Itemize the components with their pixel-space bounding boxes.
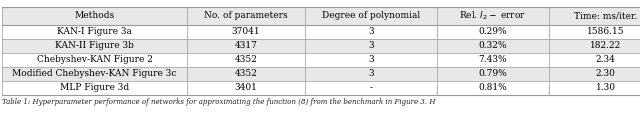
Text: 3401: 3401 — [235, 83, 257, 92]
Bar — [2, 67, 640, 81]
Text: 0.81%: 0.81% — [479, 83, 508, 92]
Bar — [2, 81, 640, 95]
Text: Methods: Methods — [74, 11, 115, 21]
Text: 3: 3 — [368, 70, 374, 79]
Text: Table 1: Hyperparameter performance of networks for approximating the function (: Table 1: Hyperparameter performance of n… — [2, 98, 435, 106]
Text: 3: 3 — [368, 55, 374, 64]
Text: 2.34: 2.34 — [596, 55, 616, 64]
Text: Degree of polynomial: Degree of polynomial — [322, 11, 420, 21]
Text: No. of parameters: No. of parameters — [204, 11, 288, 21]
Text: 4352: 4352 — [235, 70, 257, 79]
Text: 182.22: 182.22 — [590, 42, 621, 50]
Text: 4317: 4317 — [235, 42, 257, 50]
Text: KAN-I Figure 3a: KAN-I Figure 3a — [57, 27, 132, 37]
Text: 0.29%: 0.29% — [479, 27, 508, 37]
Text: MLP Figure 3d: MLP Figure 3d — [60, 83, 129, 92]
Text: Time: ms/iter.: Time: ms/iter. — [574, 11, 637, 21]
Text: -: - — [369, 83, 372, 92]
Text: 37041: 37041 — [232, 27, 260, 37]
Text: 4352: 4352 — [235, 55, 257, 64]
Text: 1.30: 1.30 — [595, 83, 616, 92]
Text: Modified Chebyshev-KAN Figure 3c: Modified Chebyshev-KAN Figure 3c — [12, 70, 177, 79]
Text: 0.32%: 0.32% — [479, 42, 508, 50]
Text: 2.30: 2.30 — [596, 70, 616, 79]
Bar — [2, 25, 640, 39]
Text: 3: 3 — [368, 27, 374, 37]
Text: KAN-II Figure 3b: KAN-II Figure 3b — [55, 42, 134, 50]
Bar — [2, 7, 640, 25]
Bar — [2, 53, 640, 67]
Text: 3: 3 — [368, 42, 374, 50]
Text: 0.79%: 0.79% — [479, 70, 508, 79]
Bar — [2, 39, 640, 53]
Text: 7.43%: 7.43% — [479, 55, 508, 64]
Text: 1586.15: 1586.15 — [587, 27, 624, 37]
Text: Chebyshev-KAN Figure 2: Chebyshev-KAN Figure 2 — [36, 55, 152, 64]
Text: Rel. $l_2-$ error: Rel. $l_2-$ error — [460, 10, 527, 22]
